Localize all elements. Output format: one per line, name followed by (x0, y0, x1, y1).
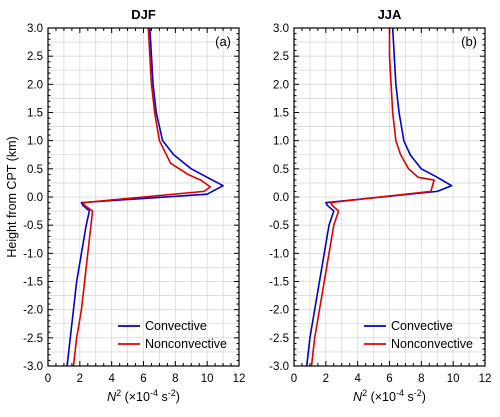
legend-label-convective: Convective (145, 319, 207, 333)
legend-label-nonconvective: Nonconvective (391, 337, 473, 351)
y-tick-label: 3.0 (27, 23, 43, 35)
x-tick-label: 8 (418, 373, 424, 385)
panel-djf: 0 2 4 6 8 10 12 -3.0 -2.5 -2.0 -1.5 -1.0 -0.5 0.0 0.5 1… (5, 7, 245, 404)
y-tick-label: 1.0 (273, 136, 289, 148)
x-tick-label: 0 (291, 373, 297, 385)
chart-title: DJF (131, 7, 156, 22)
y-tick-label: 1.0 (27, 136, 43, 148)
legend-label-nonconvective: Nonconvective (145, 337, 227, 351)
x-tick-label: 0 (45, 373, 51, 385)
y-tick-label: 0.5 (27, 164, 43, 176)
x-tick-label: 2 (323, 373, 329, 385)
y-tick-label: -3.0 (269, 361, 289, 373)
x-tick-label: 12 (479, 373, 492, 385)
series-line-nonconvective (310, 28, 435, 367)
y-tick-label: 2.5 (273, 51, 289, 63)
x-axis-title: N2 (×10-4 s-2) (353, 388, 426, 404)
x-tick-label: 6 (386, 373, 392, 385)
y-tick-label: -1.5 (269, 277, 289, 289)
series-line-nonconvective (72, 27, 212, 367)
x-tick-label: 4 (108, 373, 115, 385)
panel-jja: 0 2 4 6 8 10 12 -3.0 -2.5 -2.0 -1.5 -1.0 -0.5 0.0 0.5 1… (269, 7, 491, 404)
x-tick-label: 4 (354, 373, 361, 385)
y-tick-label: 1.5 (273, 108, 289, 120)
y-tick-label: -2.5 (23, 333, 43, 345)
x-tick-label: 6 (140, 373, 146, 385)
x-tick-label: 10 (201, 373, 214, 385)
y-tick-label: 2.0 (27, 79, 43, 91)
x-axis-title: N2 (×10-4 s-2) (107, 388, 180, 404)
y-axis-title: Height from CPT (km) (5, 136, 19, 257)
y-tick-label: -2.0 (23, 305, 43, 317)
x-tick-label: 2 (77, 373, 83, 385)
y-tick-label: 0.0 (273, 192, 289, 204)
x-tick-label: 8 (172, 373, 178, 385)
legend-label-convective: Convective (391, 319, 453, 333)
y-tick-label: -1.0 (269, 248, 289, 260)
y-tick-label: 2.5 (27, 51, 43, 63)
y-tick-label: 0.5 (273, 164, 289, 176)
y-tick-label: -3.0 (23, 361, 43, 373)
chart-title: JJA (378, 7, 402, 22)
y-tick-label: -1.0 (23, 248, 43, 260)
x-tick-label: 12 (233, 373, 246, 385)
y-tick-label: 1.5 (27, 108, 43, 120)
y-tick-label: 0.0 (27, 192, 43, 204)
y-tick-label: 2.0 (273, 79, 289, 91)
y-tick-label: -2.0 (269, 305, 289, 317)
y-tick-label: -0.5 (23, 220, 43, 232)
y-tick-label: 3.0 (273, 23, 289, 35)
y-tick-label: -1.5 (23, 277, 43, 289)
panel-label: (b) (461, 34, 477, 49)
y-tick-label: -0.5 (269, 220, 289, 232)
panel-label: (a) (215, 34, 231, 49)
y-tick-label: -2.5 (269, 333, 289, 345)
x-tick-label: 10 (447, 373, 460, 385)
series-line-convective (305, 27, 453, 367)
series-line-convective (66, 27, 224, 367)
